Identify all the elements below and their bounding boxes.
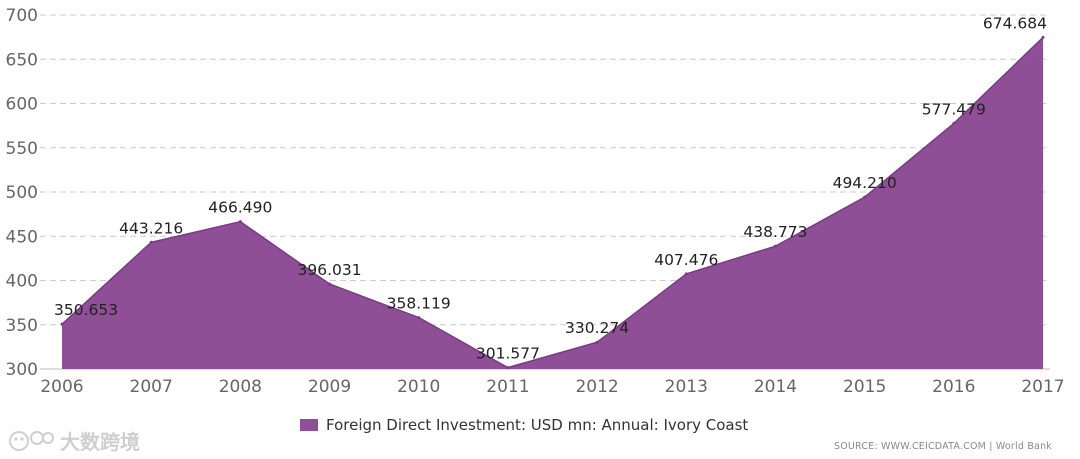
x-axis-ticks: 2006 2007 2008 2009 2010 2011 2012 2013 2014 2015… [40,377,1064,397]
x-tick-label: 2009 [308,377,351,397]
data-point [773,244,777,248]
x-tick-label: 2017 [1021,377,1064,397]
data-label: 438.773 [743,223,807,241]
watermark-text: 大数跨境 [60,430,140,454]
data-label: 466.490 [208,199,272,217]
data-label: 396.031 [297,261,361,279]
data-point [506,366,510,370]
data-point [238,220,242,224]
x-tick-label: 2013 [665,377,708,397]
area-chart: 300 350 400 450 500 550 600 650 700 2006 2007 2008… [6,6,1065,397]
y-tick-label: 350 [6,316,38,336]
series-line [61,36,1044,369]
data-label: 407.476 [654,251,718,269]
x-tick-label: 2011 [486,377,529,397]
watermark-logo-icon [9,430,54,451]
data-label: 358.119 [387,295,451,313]
data-label: 494.210 [833,174,897,192]
y-tick-label: 600 [6,95,38,115]
data-point [328,282,332,286]
y-tick-label: 300 [6,360,38,380]
legend-swatch [300,419,318,431]
area-fill [62,37,1043,370]
y-tick-label: 650 [6,50,38,70]
legend: Foreign Direct Investment: USD mn: Annua… [300,416,748,434]
x-tick-label: 2015 [843,377,886,397]
legend-label: Foreign Direct Investment: USD mn: Annua… [326,416,749,434]
x-tick-label: 2012 [575,377,618,397]
data-point [60,322,64,326]
data-point [149,240,153,244]
x-tick-label: 2007 [130,377,173,397]
data-label: 443.216 [119,219,183,237]
x-tick-label: 2006 [40,377,83,397]
series-area [60,35,1045,370]
x-tick-label: 2014 [754,377,797,397]
data-label: 301.577 [476,345,540,363]
data-labels: 350.653 443.216 466.490 396.031 358.119 301.5… [54,14,1047,362]
data-point [1041,35,1045,39]
data-label: 577.479 [922,100,986,118]
watermark: 大数跨境 [8,426,140,455]
y-tick-label: 500 [6,183,38,203]
data-label: 350.653 [54,301,118,319]
data-label: 330.274 [565,319,629,337]
data-point [417,316,421,320]
y-axis-ticks: 300 350 400 450 500 550 600 650 700 [6,6,38,380]
x-tick-label: 2016 [932,377,975,397]
data-point [863,195,867,199]
y-tick-label: 450 [6,227,38,247]
y-tick-label: 400 [6,272,38,292]
y-tick-label: 550 [6,139,38,159]
x-tick-label: 2008 [219,377,262,397]
source-note: SOURCE: WWW.CEICDATA.COM | World Bank [833,441,1052,452]
data-point [595,340,599,344]
y-tick-label: 700 [6,6,38,26]
x-tick-label: 2010 [397,377,440,397]
data-point [684,272,688,276]
data-point [952,121,956,125]
data-label: 674.684 [983,14,1047,32]
